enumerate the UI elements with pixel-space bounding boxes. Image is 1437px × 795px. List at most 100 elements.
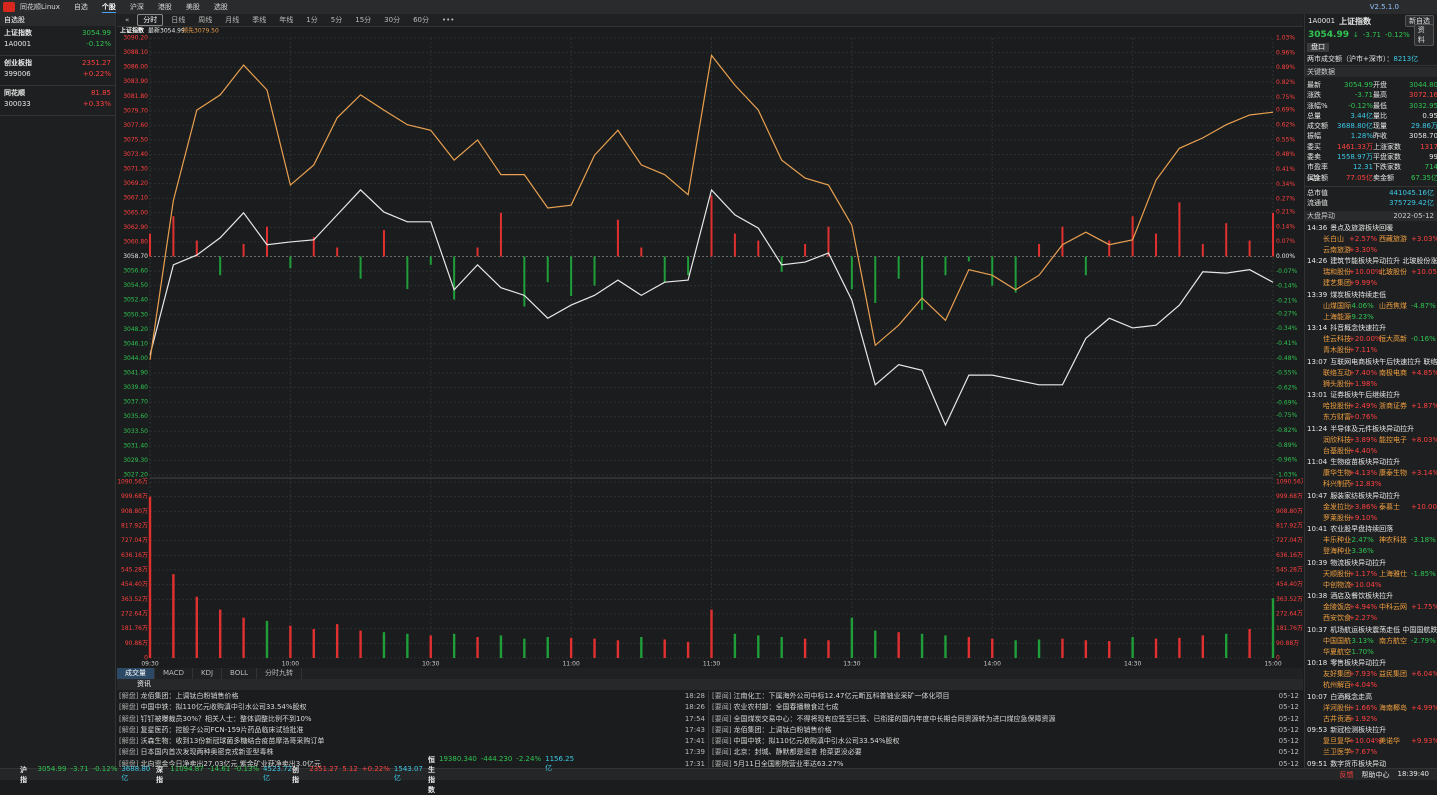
period-tab[interactable]: 1分 (306, 16, 318, 24)
event-text: 服装家纺板块异动拉升 (1330, 491, 1401, 500)
strength-bar (991, 256, 994, 286)
indicator-tab[interactable]: MACD (155, 668, 193, 679)
indicator-tab[interactable]: KDJ (193, 668, 223, 679)
key-label: 下跌家数 (1373, 163, 1401, 172)
main-tab[interactable]: 美股 (185, 2, 200, 11)
period-tab[interactable]: 60分 (413, 16, 429, 24)
event[interactable]: 10:39 物流板块异动拉升 天顺股份 +1.17% 上海雅仕 -1.85% 中创物流 +10… (1305, 558, 1437, 592)
strength-bar (382, 230, 385, 257)
news-row[interactable]: [解盘] 沃森生物：收到13份新冠球菌多糖结合疫苗摩洛哥采购订单 17:41 (119, 736, 705, 747)
news-title: 钉钉被曝裁员30%？相关人士：整体调整比例不到10% (140, 714, 312, 723)
news-row[interactable]: [要闻] 龙佰集团：上调钛白粉销售价格 05-12 (712, 725, 1299, 736)
event[interactable]: 10:38 酒店及餐饮板块拉升 金陵饭店 +4.94% 中科云网 +1.75% 西安饮食 +2… (1305, 591, 1437, 625)
period-tab[interactable]: 日线 (171, 16, 186, 24)
period-tab[interactable]: 分时 (137, 14, 164, 26)
y2-tick-label: -0.14% (1276, 283, 1298, 290)
key-value: 67.35亿 (1410, 173, 1437, 182)
news-row[interactable]: [解盘] 北向资金今日净卖出27.03亿元 紫金矿业获净卖出3.0亿元 17:31 (119, 759, 705, 768)
pad (1307, 267, 1323, 278)
period-tab[interactable]: 15分 (355, 16, 372, 24)
index-change: -3.71 (70, 764, 89, 773)
news-row[interactable]: [解盘] 钉钉被曝裁员30%？相关人士：整体调整比例不到10% 17:54 (119, 714, 705, 725)
collapse-icon[interactable]: « (125, 16, 130, 24)
strength-bar (757, 240, 760, 257)
event[interactable]: 14:26 建筑节能板块异动拉升 北玻股份涨停 瑞和股份 +10.00% 北玻股份 +10… (1305, 256, 1437, 290)
quote-tab[interactable]: 盘口 (1307, 43, 1329, 52)
event[interactable]: 14:36 景点及旅游板块回暖 长白山 +2.57% 西藏旅游 +3.03% 云南旅游 +3.… (1305, 223, 1437, 257)
news-row[interactable]: [要闻] 北京：封城、静默都是谣言 抢菜更没必要 05-12 (712, 747, 1299, 758)
period-tab[interactable]: 年线 (279, 16, 294, 24)
news-row[interactable]: [要闻] 全国煤炭交易中心：不得将现有应签至已签、已衔接的国内年度中长期合同资源转… (712, 714, 1299, 725)
event[interactable]: 10:18 零售板块异动拉升 友好集团 +7.93% 益民集团 +6.04% 杭州解百 +4.… (1305, 658, 1437, 692)
main-tab[interactable]: 沪深 (129, 2, 144, 11)
period-tab[interactable]: 月线 (225, 16, 240, 24)
event-title: 10:07 白酒概念走高 (1307, 692, 1437, 703)
period-tab[interactable]: 周线 (198, 16, 213, 24)
info-button[interactable]: 资料 (1413, 23, 1434, 46)
main-tab[interactable]: 选股 (213, 2, 228, 11)
watch-item[interactable]: 同花顺 81.85 300033 +0.33% (0, 86, 115, 116)
event-time: 14:36 (1307, 223, 1328, 232)
news-row[interactable]: [解盘] 日本国内首次发现两种奥密克戎新亚型毒株 17:39 (119, 747, 705, 758)
indicator-tab[interactable]: BOLL (222, 668, 258, 679)
event[interactable]: 13:01 证券板块午后继续拉升 哈投股份 +2.49% 浙商证券 +1.87% 东方财富 +… (1305, 390, 1437, 424)
event-stock: 华夏航空 (1323, 647, 1351, 656)
news-title: 中国中铁：拟110亿元收购滇中引水公司33.54%股权 (733, 737, 900, 746)
x-tick-label: 14:00 (984, 661, 1001, 668)
event-stock: 丰乐种业 (1323, 536, 1351, 545)
news-row[interactable]: [要闻] 中国中铁：拟110亿元收购滇中引水公司33.54%股权 05-12 (712, 736, 1299, 747)
main-tab[interactable]: 个股 (101, 2, 116, 13)
event[interactable]: 10:07 白酒概念走高 洋河股份 +1.66% 海南椰岛 +4.99% 古井贡酒 +1.92… (1305, 692, 1437, 726)
main-tab[interactable]: 港股 (157, 2, 172, 11)
event[interactable]: 10:37 机场航运板块震荡走低 中国国航跌5% 中国国航 -3.13% 南方航空 -2.… (1305, 625, 1437, 659)
quote-code: 1A0001 (1308, 17, 1336, 25)
y-tick-label: 1090.56万 (117, 479, 148, 486)
stock-code: 1A0001 (4, 40, 32, 48)
y2-tick-label: -0.27% (1276, 310, 1298, 317)
volume-bar (452, 633, 456, 658)
watch-item[interactable]: 上证指数 3054.99 1A0001 -0.12% (0, 26, 115, 56)
period-tab[interactable]: 5分 (330, 16, 343, 24)
news-row[interactable]: [解盘] 龙佰集团：上调钛白粉销售价格 18:28 (119, 691, 705, 702)
period-tab[interactable]: 30分 (384, 16, 401, 24)
key-value: 3058.70 (1409, 132, 1437, 141)
volume-bar (757, 635, 760, 658)
event-stock: 金陵饭店 (1323, 603, 1351, 612)
event[interactable]: 09:51数字货币板块异动四方精创-1.11%天瑞仪器+3.28% (1305, 759, 1437, 768)
main-tab[interactable]: 自选 (73, 2, 88, 11)
y-tick-label: 999.68万 (121, 493, 148, 500)
row: 1A0001 -0.12% (4, 39, 111, 50)
pad (1307, 513, 1323, 524)
event-stock-change: +3.03% (1411, 234, 1437, 243)
event[interactable]: 09:53 新冠检测板块拉升 复旦复华 +10.04% 美诺华 +9.93% 兰卫医学 +7.… (1305, 725, 1437, 759)
news-row[interactable]: [解盘] 复星医药：控股子公司FCN-159片药品临床试验批准 17:43 (119, 725, 705, 736)
event[interactable]: 10:41 农业股早盘持续回落 丰乐种业 -2.47% 神农科技 -3.18% 登海种业 -3… (1305, 524, 1437, 558)
y-tick-label: 3083.90 (123, 78, 148, 85)
news-row[interactable]: [要闻] 农业农村部：全国春播粮食过七成 05-12 (712, 702, 1299, 713)
feedback[interactable]: 反馈 (1339, 770, 1354, 779)
event-stock-change: +6.04% (1411, 670, 1437, 679)
indicator-tab[interactable]: 成交量 (117, 668, 155, 679)
more-button[interactable]: ••• (442, 16, 455, 24)
index-name: 沪指 (20, 765, 27, 784)
y2-tick-label: 0.00% (1276, 253, 1295, 260)
news-row[interactable]: [解盘] 中国中铁：拟110亿元收购滇中引水公司33.54%股权 18:26 (119, 702, 705, 713)
indicator-tab[interactable]: 分时九转 (257, 668, 303, 679)
index-pct: -0.13% (234, 764, 260, 773)
event-stock: 南方航空 (1379, 636, 1407, 645)
news-row[interactable]: [要闻] 江南化工：下属海外公司中标12.47亿元断瓦科普铀业采矿一体化项目 05-… (712, 691, 1299, 702)
event-title: 10:37 机场航运板块震荡走低 中国国航跌5% (1307, 625, 1437, 636)
help-center[interactable]: 帮助中心 (1361, 770, 1390, 779)
volume-bar (1271, 598, 1275, 658)
event[interactable]: 13:14 抖音概念快速拉升 佳云科技 +20.00% 恒大高新 -0.16% 青木股份 +7… (1305, 323, 1437, 357)
period-tab[interactable]: 季线 (252, 16, 267, 24)
event[interactable]: 11:04 生物疫苗板块异动拉升 康华生物 +4.13% 康泰生物 +3.14% 科兴制药 +… (1305, 457, 1437, 491)
watch-item[interactable]: 创业板指 2351.27 399006 +0.22% (0, 56, 115, 86)
news-row[interactable]: [要闻] 5月11日全国影院营业率达63.27% 05-12 (712, 759, 1299, 768)
status-right: 反馈 帮助中心 18:39:40 (1340, 770, 1437, 780)
event[interactable]: 11:24 半导体及元件板块异动拉升 润欣科技 +3.89% 能控电子 +8.03% 台基股… (1305, 424, 1437, 458)
event[interactable]: 13:39 煤炭板块持续走低 山煤国际 -4.06% 山西焦煤 -4.87% 上海能源 -9.… (1305, 290, 1437, 324)
